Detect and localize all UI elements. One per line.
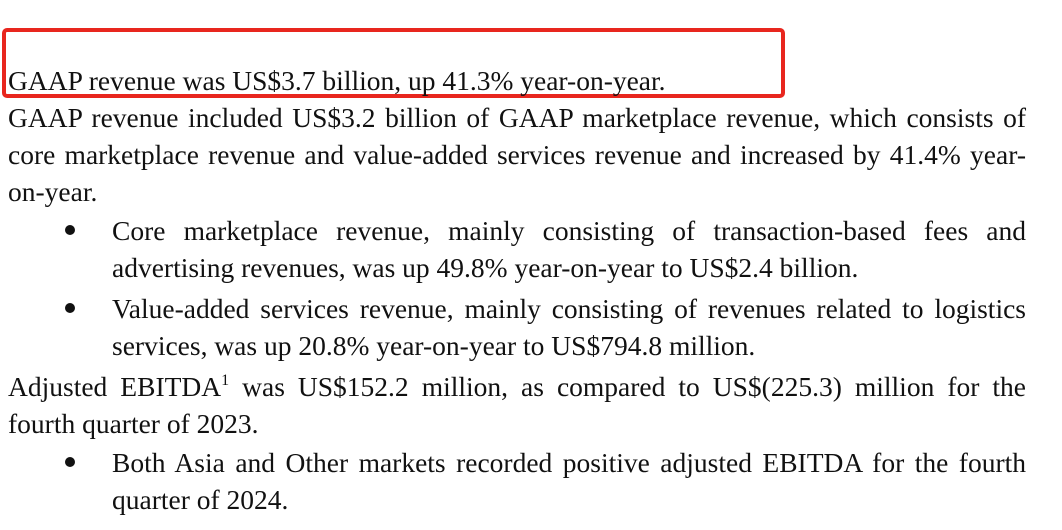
bullet-icon: [65, 225, 75, 235]
list-item: Core marketplace revenue, mainly consist…: [8, 212, 1026, 286]
list-item: Both Asia and Other markets recorded pos…: [8, 444, 1026, 518]
bullet-icon: [65, 303, 75, 313]
gaap-marketplace-revenue-paragraph: GAAP revenue included US$3.2 billion of …: [8, 102, 1026, 207]
document-body: GAAP revenue was US$3.7 billion, up 41.3…: [8, 62, 1026, 522]
marketplace-revenue-bullets: Core marketplace revenue, mainly consist…: [8, 212, 1026, 364]
footnote-marker: 1: [221, 372, 230, 389]
ebitda-bullets: Both Asia and Other markets recorded pos…: [8, 444, 1026, 518]
adjusted-ebitda-paragraph: Adjusted EBITDA1 was US$152.2 million, a…: [8, 368, 1026, 442]
adjusted-ebitda-text: was US$152.2 million, as compared to US$…: [8, 371, 1026, 439]
core-marketplace-revenue-text: Core marketplace revenue, mainly consist…: [112, 215, 1026, 283]
bullet-icon: [65, 457, 75, 467]
asia-other-markets-ebitda-text: Both Asia and Other markets recorded pos…: [112, 447, 1026, 515]
value-added-services-revenue-text: Value-added services revenue, mainly con…: [112, 293, 1026, 361]
list-item: Value-added services revenue, mainly con…: [8, 290, 1026, 364]
adjusted-ebitda-label: Adjusted EBITDA: [8, 371, 222, 402]
gaap-revenue-summary: GAAP revenue was US$3.7 billion, up 41.3…: [8, 65, 666, 96]
